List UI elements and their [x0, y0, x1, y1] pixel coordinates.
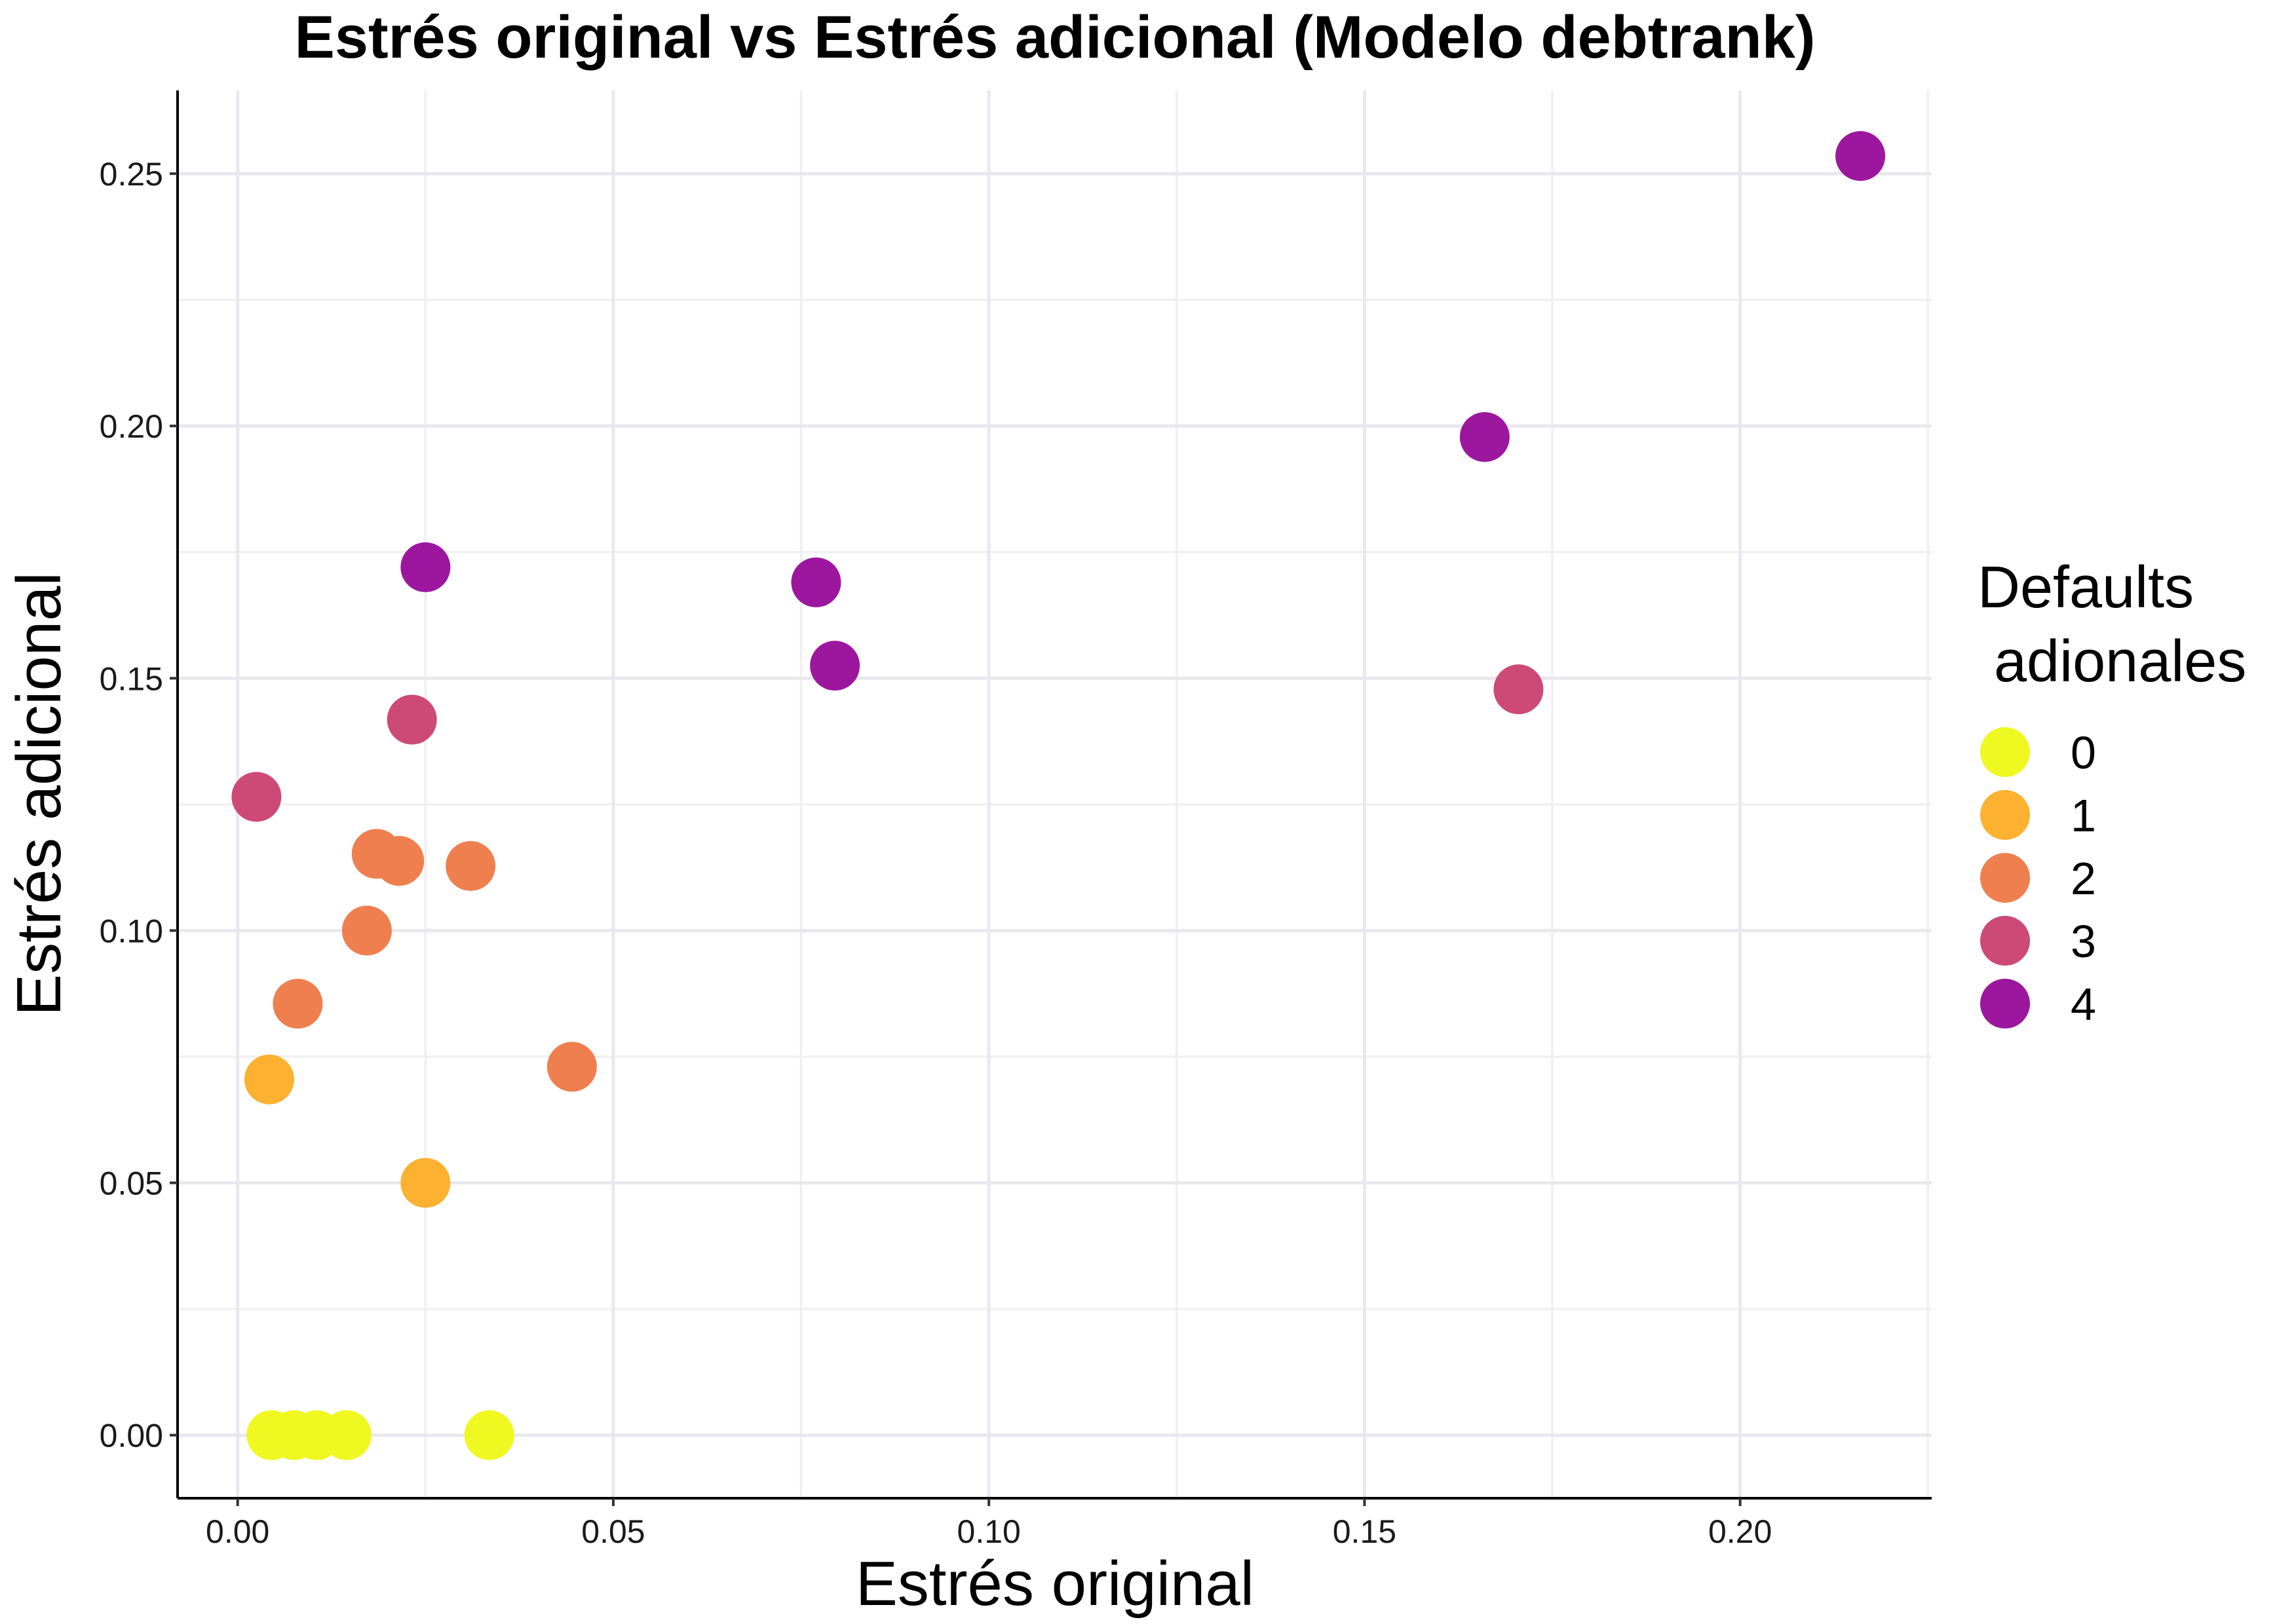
legend-key-0	[1980, 727, 2030, 777]
y-axis-title: Estrés adicional	[4, 572, 74, 1016]
legend-label-1: 1	[2071, 790, 2096, 841]
data-point-defaults-1	[400, 1158, 451, 1208]
legend-label-0: 0	[2071, 727, 2096, 778]
data-point-defaults-4	[400, 542, 451, 592]
y-axis-ticks: 0.00 0.05 0.10 0.15 0.20 0.25	[100, 156, 178, 1454]
x-tick-label: 0.05	[581, 1513, 645, 1550]
legend-items: 0 1 2 3 4	[1980, 727, 2096, 1030]
data-point-defaults-0	[321, 1410, 372, 1460]
legend-label-2: 2	[2071, 853, 2096, 904]
data-point-defaults-4	[810, 641, 860, 691]
data-point-defaults-2	[446, 840, 496, 891]
legend-label-4: 4	[2071, 979, 2096, 1030]
data-point-defaults-0	[464, 1410, 514, 1460]
legend-title-line-1: Defaults	[1978, 555, 2194, 620]
legend-label-3: 3	[2071, 916, 2096, 967]
legend-key-2	[1980, 853, 2030, 903]
legend-key-3	[1980, 916, 2030, 966]
data-point-defaults-4	[1835, 131, 1886, 181]
data-point-defaults-3	[1493, 664, 1544, 715]
x-tick-label: 0.00	[206, 1513, 269, 1550]
data-point-defaults-2	[546, 1042, 597, 1092]
x-axis-title: Estrés original	[856, 1549, 1254, 1619]
data-point-defaults-4	[791, 557, 841, 607]
legend-key-4	[1980, 979, 2030, 1029]
grid-lines	[178, 90, 1932, 1498]
axes	[176, 90, 1932, 1500]
legend-title-line-2: adionales	[1978, 629, 2246, 694]
chart-title: Estrés original vs Estrés adicional (Mod…	[294, 4, 1815, 71]
y-tick-label: 0.25	[100, 156, 163, 193]
x-tick-label: 0.10	[957, 1513, 1021, 1550]
data-point-defaults-2	[374, 836, 425, 886]
data-point-defaults-2	[273, 979, 323, 1029]
data-point-defaults-3	[387, 694, 437, 745]
data-point-defaults-2	[341, 905, 392, 956]
y-tick-label: 0.10	[100, 913, 163, 949]
data-point-defaults-4	[1459, 412, 1510, 463]
legend-key-1	[1980, 790, 2030, 840]
data-point-defaults-3	[231, 772, 282, 822]
y-tick-label: 0.15	[100, 660, 163, 697]
legend: Defaults adionales 0 1 2 3 4	[1978, 555, 2246, 1030]
data-point-defaults-1	[244, 1054, 294, 1105]
y-tick-label: 0.20	[100, 408, 163, 445]
y-tick-label: 0.05	[100, 1165, 163, 1202]
data-points	[231, 131, 1886, 1460]
x-tick-label: 0.20	[1708, 1513, 1772, 1550]
x-tick-label: 0.15	[1333, 1513, 1396, 1550]
y-tick-label: 0.00	[100, 1418, 163, 1454]
x-axis-ticks: 0.00 0.05 0.10 0.15 0.20	[206, 1498, 1772, 1550]
